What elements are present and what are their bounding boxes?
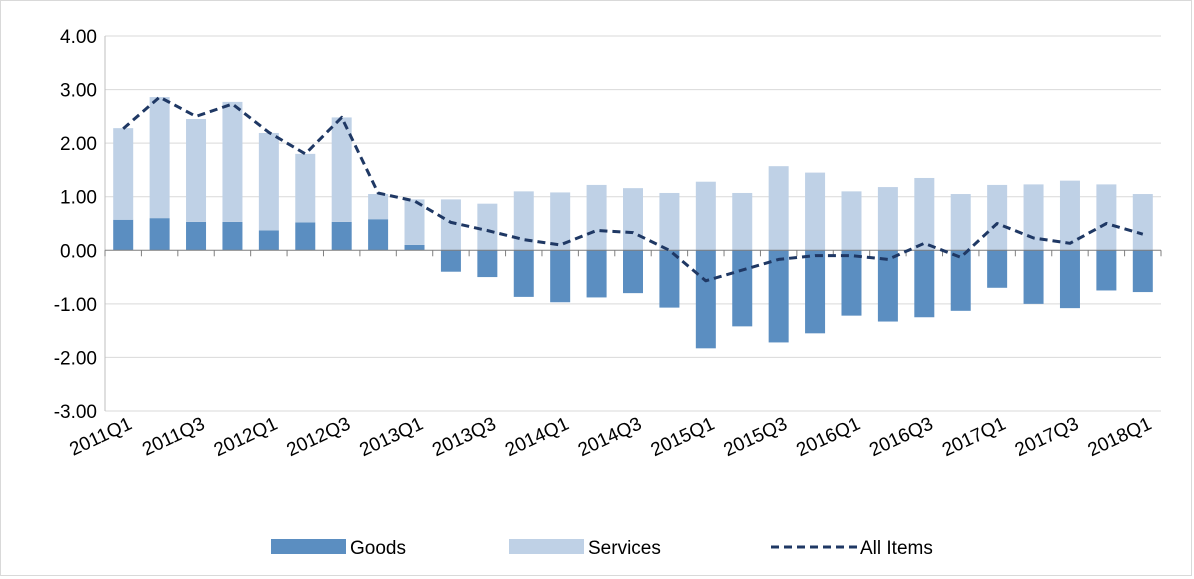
y-tick-label: 4.00 bbox=[60, 27, 97, 48]
bar-services bbox=[1132, 194, 1153, 251]
y-tick-label: 1.00 bbox=[60, 188, 97, 209]
x-tick-label: 2012Q3 bbox=[284, 413, 354, 461]
bar-services bbox=[732, 192, 753, 251]
bar-goods bbox=[1132, 250, 1153, 293]
bar-services bbox=[877, 187, 898, 251]
bar-goods bbox=[877, 250, 898, 322]
x-tick-label: 2016Q3 bbox=[866, 413, 936, 461]
bar-goods bbox=[586, 250, 607, 298]
bar-services bbox=[186, 119, 207, 222]
bar-services bbox=[768, 166, 789, 251]
legend-label-services: Services bbox=[588, 538, 661, 559]
bar-goods bbox=[1059, 250, 1080, 309]
legend-swatch-goods bbox=[271, 539, 346, 554]
x-axis bbox=[104, 249, 1162, 257]
bar-goods bbox=[331, 221, 352, 251]
bar-goods bbox=[950, 250, 971, 311]
x-tick-label: 2011Q3 bbox=[139, 413, 208, 460]
y-tick-label: -2.00 bbox=[54, 348, 97, 369]
bar-services bbox=[295, 153, 316, 223]
bar-goods bbox=[550, 250, 571, 303]
bar-goods bbox=[987, 250, 1008, 288]
x-tick-label: 2014Q3 bbox=[575, 413, 645, 461]
bar-services bbox=[404, 199, 425, 245]
x-tick-label: 2018Q1 bbox=[1085, 413, 1155, 461]
x-tick-label: 2015Q3 bbox=[721, 413, 791, 461]
bar-goods bbox=[258, 230, 279, 251]
bar-goods bbox=[404, 244, 425, 251]
line-all-items bbox=[122, 95, 1144, 283]
bar-goods bbox=[1023, 250, 1044, 304]
bar-goods bbox=[768, 250, 789, 343]
x-axis-labels: 2011Q1 2011Q3 2012Q1 2012Q3 2013Q1 2013Q3 2014… bbox=[66, 413, 1154, 461]
bar-services bbox=[805, 172, 826, 251]
bar-goods bbox=[805, 250, 826, 334]
bar-goods bbox=[222, 221, 243, 251]
x-tick-label: 2015Q1 bbox=[648, 413, 718, 461]
bar-services bbox=[695, 181, 716, 251]
bar-goods bbox=[186, 221, 207, 251]
bar-goods bbox=[841, 250, 862, 316]
y-tick-label: -1.00 bbox=[54, 295, 97, 316]
bar-services bbox=[258, 132, 279, 231]
bar-services bbox=[659, 192, 680, 251]
bar-goods bbox=[732, 250, 753, 327]
bar-services bbox=[1096, 184, 1117, 251]
x-tick-label: 2014Q1 bbox=[502, 413, 572, 461]
y-tick-label: 0.00 bbox=[60, 241, 97, 262]
x-tick-label: 2013Q3 bbox=[429, 413, 499, 461]
bar-goods bbox=[149, 218, 170, 251]
bar-goods bbox=[295, 222, 316, 251]
bars bbox=[113, 97, 1153, 349]
x-tick-label: 2016Q1 bbox=[793, 413, 863, 461]
bar-goods bbox=[513, 250, 534, 297]
legend-label-goods: Goods bbox=[350, 538, 406, 559]
bar-goods bbox=[113, 219, 134, 251]
bar-goods bbox=[368, 219, 389, 251]
bar-services bbox=[1059, 180, 1080, 251]
x-tick-label: 2017Q1 bbox=[939, 413, 1009, 461]
y-tick-label: 2.00 bbox=[60, 134, 97, 155]
bar-goods bbox=[1096, 250, 1117, 291]
bar-services bbox=[1023, 184, 1044, 251]
bar-services bbox=[841, 191, 862, 251]
bar-services bbox=[623, 188, 643, 251]
legend-swatch-services bbox=[509, 539, 584, 554]
bar-services bbox=[550, 192, 571, 251]
gridlines bbox=[104, 35, 1161, 412]
bar-services bbox=[149, 97, 170, 219]
bar-services bbox=[477, 203, 498, 251]
legend-label-all-items: All Items bbox=[860, 538, 933, 559]
x-tick-label: 2013Q1 bbox=[356, 413, 426, 461]
bar-services bbox=[331, 117, 352, 222]
bar-goods bbox=[695, 250, 716, 349]
bar-services bbox=[222, 101, 243, 222]
bar-goods bbox=[440, 250, 461, 272]
bar-goods bbox=[914, 250, 935, 318]
bar-services bbox=[950, 194, 971, 251]
bar-goods bbox=[477, 250, 498, 278]
x-tick-label: 2012Q1 bbox=[211, 413, 281, 461]
bar-goods bbox=[623, 250, 643, 294]
bar-services bbox=[586, 184, 607, 251]
bar-services bbox=[113, 128, 134, 220]
bar-services bbox=[368, 194, 389, 220]
legend: Goods Services All Items bbox=[271, 538, 933, 559]
x-tick-label: 2017Q3 bbox=[1012, 413, 1082, 461]
bar-services bbox=[440, 199, 461, 251]
bar-goods bbox=[659, 250, 680, 308]
y-tick-label: 3.00 bbox=[60, 81, 97, 102]
bar-services bbox=[914, 177, 935, 251]
y-axis-labels: 4.00 3.00 2.00 1.00 0.00 -1.00 -2.00 -3.00 bbox=[54, 27, 97, 423]
y-tick-label: -3.00 bbox=[54, 402, 97, 423]
all-items-line bbox=[122, 95, 1144, 283]
bar-services bbox=[987, 184, 1008, 251]
bar-services bbox=[513, 191, 534, 251]
